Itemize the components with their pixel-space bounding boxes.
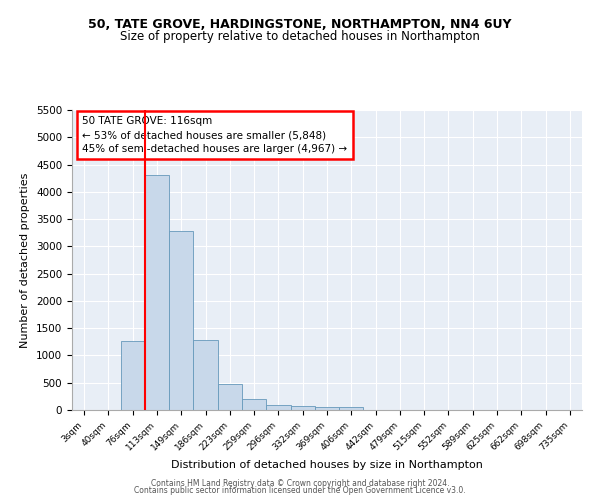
Bar — [339, 406, 364, 410]
Bar — [145, 176, 169, 410]
Bar — [315, 407, 339, 410]
Bar — [169, 231, 193, 410]
Text: Size of property relative to detached houses in Northampton: Size of property relative to detached ho… — [120, 30, 480, 43]
Text: 50, TATE GROVE, HARDINGSTONE, NORTHAMPTON, NN4 6UY: 50, TATE GROVE, HARDINGSTONE, NORTHAMPTO… — [88, 18, 512, 30]
Bar — [218, 384, 242, 410]
Text: Contains public sector information licensed under the Open Government Licence v3: Contains public sector information licen… — [134, 486, 466, 495]
Bar — [193, 340, 218, 410]
Text: 50 TATE GROVE: 116sqm
← 53% of detached houses are smaller (5,848)
45% of semi-d: 50 TATE GROVE: 116sqm ← 53% of detached … — [82, 116, 347, 154]
Bar — [290, 406, 315, 410]
Text: Contains HM Land Registry data © Crown copyright and database right 2024.: Contains HM Land Registry data © Crown c… — [151, 478, 449, 488]
Bar — [266, 404, 290, 410]
Bar — [121, 340, 145, 410]
Bar — [242, 398, 266, 410]
Y-axis label: Number of detached properties: Number of detached properties — [20, 172, 31, 348]
X-axis label: Distribution of detached houses by size in Northampton: Distribution of detached houses by size … — [171, 460, 483, 470]
